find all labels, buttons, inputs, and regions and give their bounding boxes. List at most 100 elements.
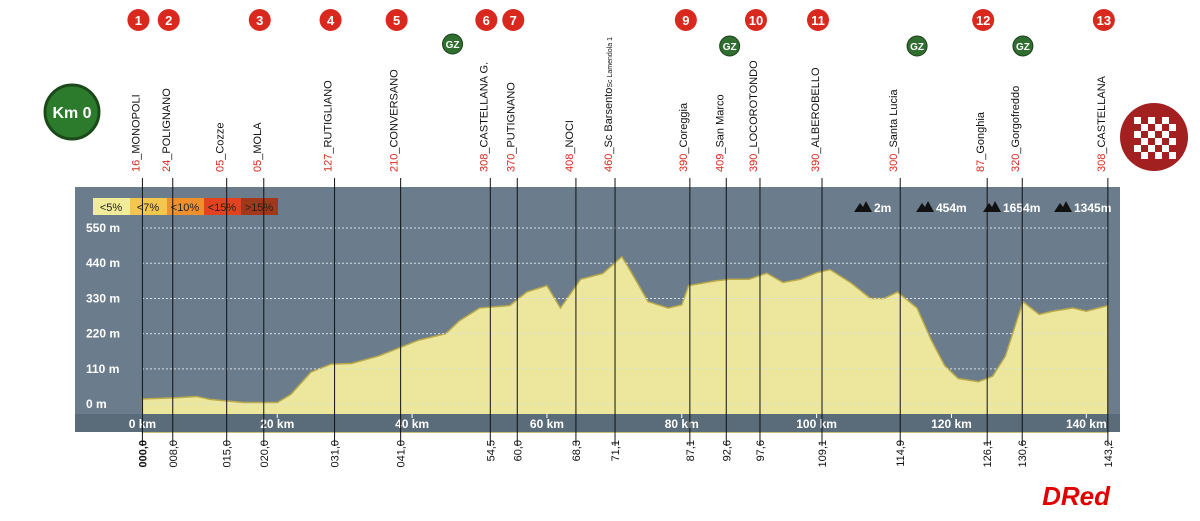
waypoint-km: 68,3 xyxy=(571,440,583,461)
flag-cell xyxy=(1155,138,1162,145)
flag-cell xyxy=(1155,145,1162,152)
waypoint-altitude: 320 xyxy=(1010,154,1022,172)
flag-cell xyxy=(1162,131,1169,138)
waypoint-km: 015,0 xyxy=(222,440,234,468)
x-tick-label: 140 km xyxy=(1066,417,1107,431)
waypoint-km: 008,0 xyxy=(168,440,180,468)
waypoint-km: 92,6 xyxy=(721,440,733,461)
legend-label: <10% xyxy=(171,202,200,214)
stat-icon xyxy=(854,201,872,212)
waypoint-number: 12 xyxy=(976,13,990,28)
y-tick-label: 550 m xyxy=(86,221,120,235)
waypoint-number-badge xyxy=(385,9,408,31)
flag-cell xyxy=(1169,152,1176,159)
axis-band-overlay xyxy=(75,414,1120,432)
flag-cell xyxy=(1155,131,1162,138)
x-tick-label: 80 km xyxy=(665,417,699,431)
waypoint-label: 409_San Marco xyxy=(714,94,726,172)
waypoint-altitude: 460 xyxy=(603,154,615,172)
flag-cell xyxy=(1148,124,1155,131)
waypoint-altitude: 390 xyxy=(810,154,822,172)
gz-marker xyxy=(719,35,741,57)
waypoint-label: 408_NOCI xyxy=(564,120,576,172)
waypoint-km: 60,0 xyxy=(512,440,524,461)
waypoint-km: 000,0 xyxy=(137,440,149,468)
flag-cell xyxy=(1169,145,1176,152)
start-badge-circle xyxy=(43,83,101,141)
waypoint-altitude: 05 xyxy=(252,160,264,172)
waypoint-name: _CASTELLANA xyxy=(1096,75,1108,154)
waypoint-name: _NOCI xyxy=(564,120,576,155)
flag-cell xyxy=(1141,131,1148,138)
flag-cell xyxy=(1134,145,1141,152)
waypoint-name: _San Marco xyxy=(714,94,726,154)
legend-swatch xyxy=(93,198,130,215)
flag-cell xyxy=(1162,117,1169,124)
waypoint-name: _LOCOROTONDO xyxy=(748,60,760,155)
flag-cell xyxy=(1141,124,1148,131)
y-tick-label: 220 m xyxy=(86,327,120,341)
flag-cell xyxy=(1148,152,1155,159)
waypoint-altitude: 210 xyxy=(389,154,401,172)
waypoint-number: 10 xyxy=(749,13,763,28)
waypoint-number: 5 xyxy=(393,13,400,28)
flag-cell xyxy=(1141,117,1148,124)
profile-area xyxy=(141,255,1109,433)
flag-cell xyxy=(1134,138,1141,145)
flag-cell xyxy=(1155,117,1162,124)
waypoint-label: 390_Coreggia xyxy=(678,102,690,172)
waypoint-altitude: 16 xyxy=(130,160,142,172)
y-tick-label: 440 m xyxy=(86,256,120,270)
flag-cell xyxy=(1162,138,1169,145)
flag-cell xyxy=(1162,145,1169,152)
waypoint-number-badge xyxy=(502,9,525,31)
waypoint-name: _CONVERSANO xyxy=(389,69,401,155)
waypoint-name: _MONOPOLI xyxy=(130,94,142,160)
waypoint-altitude: 409 xyxy=(714,154,726,172)
waypoint-altitude: 05 xyxy=(215,160,227,172)
flag-cell xyxy=(1169,131,1176,138)
waypoint-number-badge xyxy=(972,9,995,31)
stat-icon xyxy=(916,201,934,212)
flag-cell xyxy=(1148,138,1155,145)
waypoint-label: 87_Gonghia xyxy=(975,111,987,172)
flag-cell xyxy=(1162,152,1169,159)
flag-cell xyxy=(1134,152,1141,159)
waypoint-label: 308_CASTELLANA G. xyxy=(478,62,490,172)
stat-value: 1345m xyxy=(1074,201,1111,215)
waypoint-number: 7 xyxy=(510,13,517,28)
waypoint-altitude: 370 xyxy=(505,154,517,172)
waypoint-number: 11 xyxy=(811,13,825,28)
y-tick-label: 110 m xyxy=(86,362,119,376)
stat-value: 2m xyxy=(874,201,891,215)
legend-swatch xyxy=(130,198,167,215)
waypoint-sub: Sc Lamendola 1 xyxy=(607,37,614,88)
waypoint-label: 300_Santa Lucia xyxy=(888,89,900,172)
waypoint-label: 390_ALBEROBELLO xyxy=(810,67,822,172)
waypoint-number-badge xyxy=(157,9,180,31)
waypoint-altitude: 87 xyxy=(975,160,987,172)
x-tick-label: 20 km xyxy=(260,417,294,431)
flag-cell xyxy=(1134,131,1141,138)
waypoint-label: 24_POLIGNANO xyxy=(161,88,173,172)
waypoint-number-badge xyxy=(127,9,150,31)
waypoint-label: 320_Gorgofreddo xyxy=(1010,86,1022,172)
waypoint-label: 127_RUTIGLIANO xyxy=(323,80,335,172)
waypoint-number-badge xyxy=(674,9,697,31)
waypoint-name: _PUTIGNANO xyxy=(505,82,517,155)
legend-swatch xyxy=(204,198,241,215)
waypoint-name: _CASTELLANA G. xyxy=(478,62,490,155)
stat-value: 454m xyxy=(936,201,967,215)
waypoint-altitude: 390 xyxy=(748,154,760,172)
gz-label: GZ xyxy=(723,42,737,53)
flag-cell xyxy=(1169,117,1176,124)
flag-cell xyxy=(1148,117,1155,124)
waypoint-name: _MOLA xyxy=(252,122,264,161)
waypoint-name: _Gorgofreddo xyxy=(1010,86,1022,155)
waypoint-label: 05_MOLA xyxy=(252,122,264,172)
waypoint-km: 109,1 xyxy=(817,440,829,468)
flag-cell xyxy=(1141,138,1148,145)
legend-swatch xyxy=(167,198,204,215)
waypoint-altitude: 308 xyxy=(478,154,490,172)
